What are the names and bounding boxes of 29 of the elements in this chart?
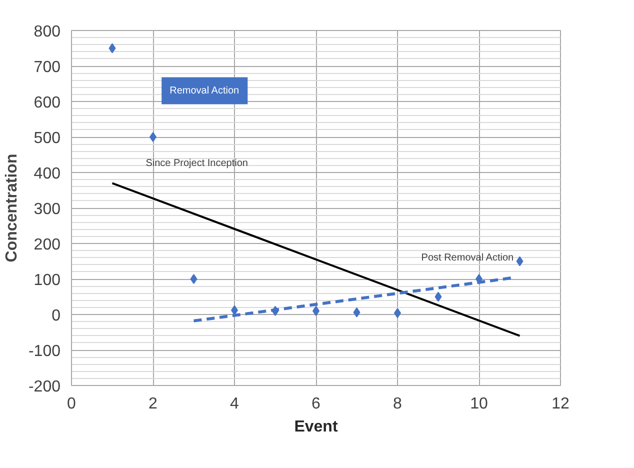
x-axis-title: Event: [294, 418, 338, 436]
annotation: Post Removal Action: [421, 252, 514, 264]
point: [150, 132, 156, 142]
y-tick-label: -200: [28, 378, 61, 396]
annotation: Removal Action: [170, 85, 240, 96]
y-tick-label: 200: [34, 236, 61, 254]
point: [108, 43, 116, 54]
x-tick-label: 8: [393, 396, 402, 412]
x-tick-label: 10: [470, 396, 488, 412]
y-axis-title: Concentration: [3, 154, 20, 262]
y-tick-label: 600: [34, 94, 61, 112]
point: [353, 307, 360, 318]
y-tick-label: 100: [34, 272, 61, 289]
annotation: Since Project Inception: [146, 158, 248, 170]
x-tick-label: 4: [230, 396, 240, 412]
x-tick-label: 0: [67, 396, 76, 412]
point: [190, 274, 198, 284]
x-tick-label: 2: [148, 396, 158, 412]
y-tick-label: 400: [34, 166, 61, 182]
y-tick-label: 500: [34, 130, 61, 147]
point: [434, 292, 442, 302]
point: [516, 256, 524, 266]
y-tick-label: 0: [52, 308, 61, 324]
x-tick-label: 12: [552, 396, 570, 412]
y-tick-label: -100: [28, 343, 61, 360]
x-tick-label: 6: [312, 396, 321, 412]
y-tick-label: 300: [34, 201, 61, 218]
y-tick-label: 700: [34, 59, 61, 76]
y-tick-label: 800: [34, 24, 61, 40]
